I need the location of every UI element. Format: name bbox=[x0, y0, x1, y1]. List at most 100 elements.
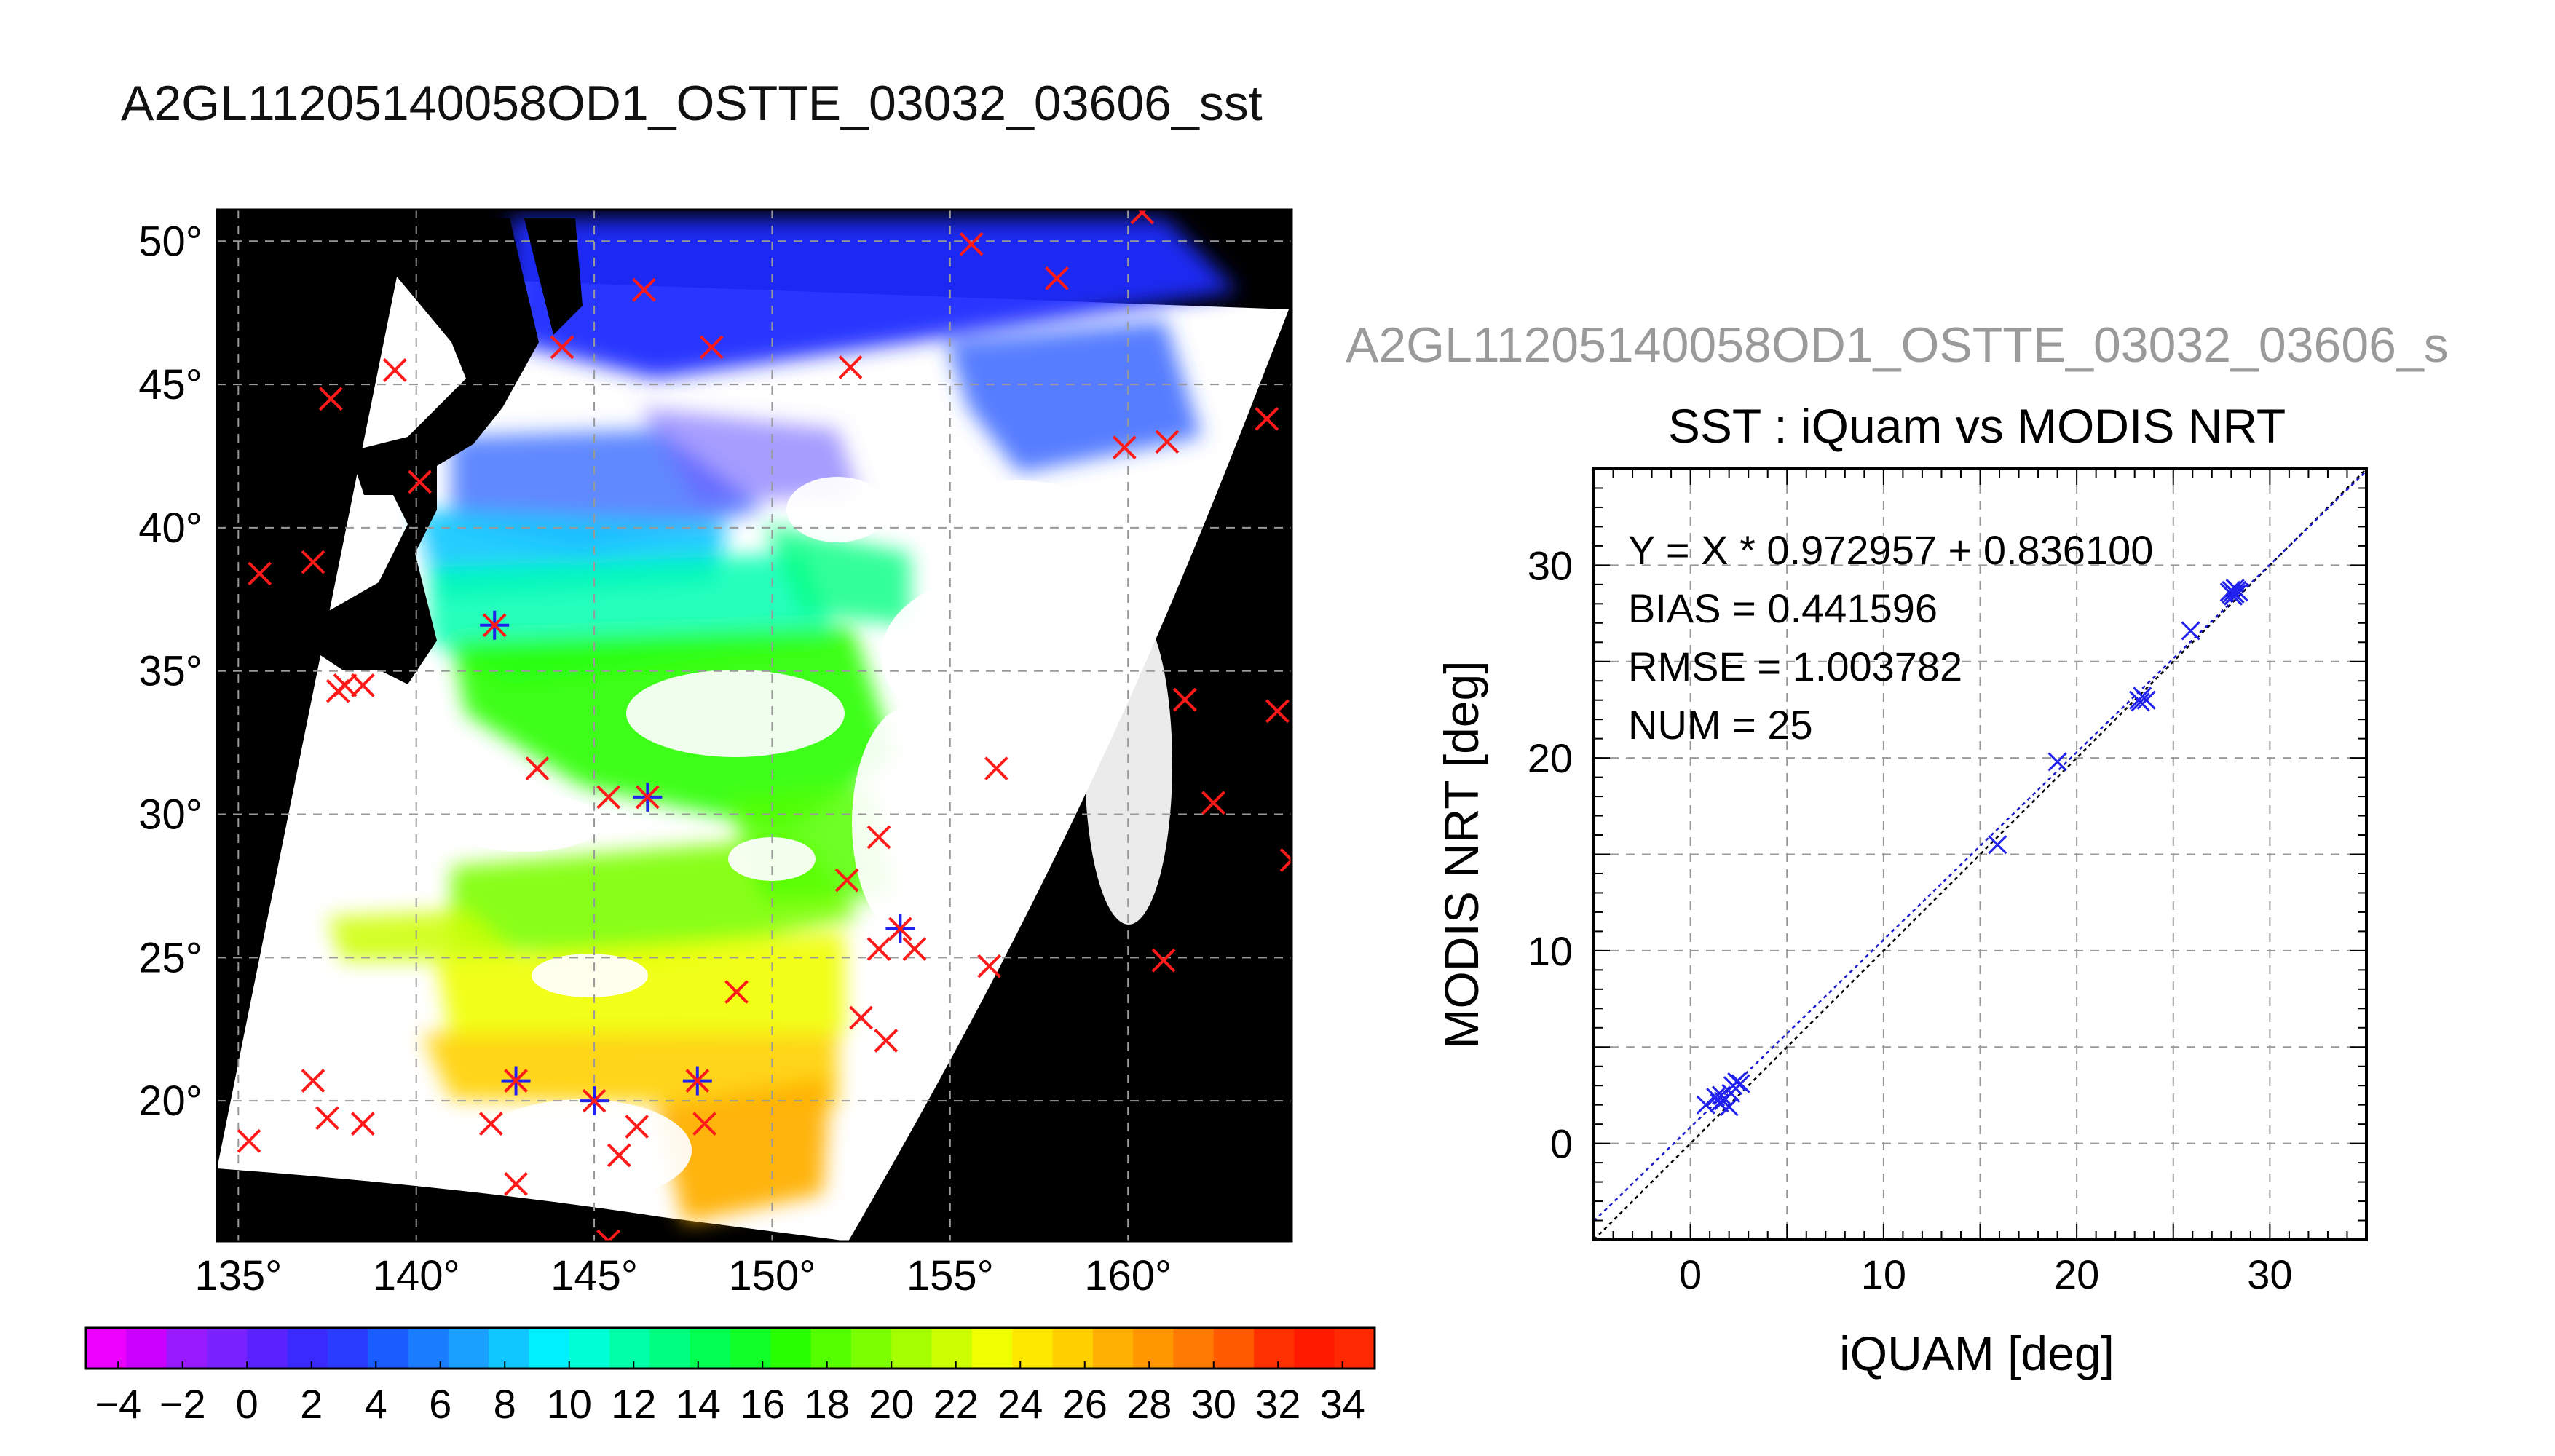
sst-colorbar: −4 −2 0 2 4 6 8 10 12 14 16 18 20 22 24 26 28 30 32 34 bbox=[84, 1326, 1376, 1427]
scatter-y-tick-label: 10 bbox=[1528, 928, 1573, 974]
map-marker-red bbox=[478, 1112, 503, 1136]
colorbar-swatch bbox=[770, 1328, 812, 1369]
map-marker-red bbox=[984, 756, 1008, 780]
map-marker-blue bbox=[885, 914, 915, 943]
colorbar-tick-label: 8 bbox=[494, 1381, 516, 1427]
scatter-point bbox=[2131, 692, 2150, 712]
colorbar-swatch bbox=[730, 1328, 771, 1369]
scatter-point bbox=[1988, 835, 2007, 855]
scatter-y-tick-label: 20 bbox=[1528, 735, 1573, 781]
secondary-title: A2GL11205140058OD1_OSTTE_03032_03606_s bbox=[1346, 317, 2449, 373]
scatter-point bbox=[2225, 585, 2245, 604]
scatter-point bbox=[1727, 1072, 1747, 1091]
map-markers bbox=[237, 210, 1292, 1241]
map-marker-red bbox=[525, 756, 550, 780]
colorbar-swatch bbox=[489, 1328, 530, 1369]
colorbar-tick-label: 0 bbox=[236, 1381, 258, 1427]
colorbar-swatch bbox=[1173, 1328, 1215, 1369]
map-marker-red bbox=[504, 1171, 528, 1196]
colorbar-swatch bbox=[1052, 1328, 1094, 1369]
colorbar-tick-label: −2 bbox=[159, 1381, 206, 1427]
rmse-stat: RMSE = 1.003782 bbox=[1628, 644, 1962, 689]
scatter-plot-panel: SST : iQuam vs MODIS NRT 0 10 20 30 0 10 20 30… bbox=[1434, 399, 2368, 1380]
scatter-point bbox=[2136, 690, 2156, 710]
colorbar-tick-label: 4 bbox=[365, 1381, 387, 1427]
map-swath bbox=[217, 210, 1289, 1241]
map-marker-red bbox=[248, 561, 272, 586]
map-marker-red bbox=[977, 954, 1001, 978]
map-y-tick-label: 30° bbox=[138, 791, 202, 839]
scatter-frame bbox=[1592, 467, 2368, 1241]
colorbar-tick-label: 24 bbox=[998, 1381, 1043, 1427]
colorbar-tick-label: 12 bbox=[611, 1381, 656, 1427]
scatter-x-tick-label: 30 bbox=[2247, 1251, 2292, 1297]
map-grid bbox=[217, 210, 1292, 1241]
land-mass bbox=[320, 218, 539, 684]
scatter-y-tick-labels: 0 10 20 30 bbox=[1528, 542, 1573, 1166]
map-marker-red bbox=[325, 678, 350, 703]
scatter-y-tick-label: 30 bbox=[1528, 542, 1573, 588]
colorbar-tick-label: 14 bbox=[676, 1381, 721, 1427]
map-marker-red bbox=[1151, 948, 1176, 973]
colorbar-tick-label: 20 bbox=[869, 1381, 914, 1427]
map-marker-red bbox=[350, 1112, 375, 1136]
map-marker-red bbox=[301, 550, 325, 574]
map-marker-red bbox=[874, 1029, 899, 1053]
colorbar-swatch bbox=[368, 1328, 409, 1369]
colorbar-tick-label: 2 bbox=[300, 1381, 323, 1427]
scatter-point bbox=[1710, 1093, 1729, 1113]
figure-title: A2GL11205140058OD1_OSTTE_03032_03606_sst bbox=[121, 76, 1263, 131]
map-marker-red bbox=[1045, 266, 1069, 290]
colorbar-swatch bbox=[850, 1328, 892, 1369]
colorbar-tick-label: 34 bbox=[1320, 1381, 1365, 1427]
map-y-tick-label: 25° bbox=[138, 934, 202, 981]
map-marker-red bbox=[849, 1005, 874, 1030]
map-marker-blue bbox=[480, 610, 510, 640]
map-x-tick-label: 150° bbox=[728, 1252, 816, 1299]
map-marker-red bbox=[550, 335, 574, 360]
map-y-tick-label: 35° bbox=[138, 648, 202, 695]
map-x-tick-labels: 135° 140° 145° 150° 155° 160° bbox=[194, 1252, 1172, 1299]
colorbar-tick-label: 30 bbox=[1191, 1381, 1236, 1427]
scatter-x-tick-labels: 0 10 20 30 bbox=[1679, 1251, 2292, 1297]
colorbar-swatch bbox=[247, 1328, 288, 1369]
colorbar-swatch bbox=[529, 1328, 570, 1369]
map-marker-red bbox=[1130, 210, 1155, 225]
regression-equation: Y = X * 0.972957 + 0.836100 bbox=[1628, 527, 2153, 573]
colorbar-swatch bbox=[1334, 1328, 1375, 1369]
colorbar-swatch bbox=[1254, 1328, 1295, 1369]
bias-stat: BIAS = 0.441596 bbox=[1628, 585, 1938, 631]
colorbar-swatch bbox=[891, 1328, 933, 1369]
map-y-tick-label: 50° bbox=[138, 218, 202, 265]
map-marker-red bbox=[1201, 791, 1225, 815]
map-marker-blue bbox=[682, 1066, 712, 1096]
scatter-point bbox=[2227, 580, 2247, 600]
colorbar-swatch bbox=[1012, 1328, 1054, 1369]
map-y-tick-labels: 20° 25° 30° 35° 40° 45° 50° bbox=[138, 218, 202, 1125]
map-marker-red bbox=[1255, 406, 1279, 431]
map-y-tick-label: 45° bbox=[138, 361, 202, 408]
map-x-tick-label: 155° bbox=[907, 1252, 994, 1299]
colorbar-swatch bbox=[1133, 1328, 1174, 1369]
colorbar-swatch bbox=[1213, 1328, 1255, 1369]
map-marker-red bbox=[632, 277, 656, 302]
map-marker-red bbox=[866, 825, 891, 850]
colorbar-swatch bbox=[569, 1328, 610, 1369]
map-x-tick-label: 145° bbox=[550, 1252, 638, 1299]
map-marker-red bbox=[959, 232, 984, 256]
map-marker-red bbox=[596, 1229, 621, 1241]
colorbar-swatch bbox=[126, 1328, 167, 1369]
scatter-point bbox=[2181, 621, 2200, 641]
map-marker-red bbox=[408, 470, 432, 494]
colorbar-tick-label: 26 bbox=[1062, 1381, 1107, 1427]
colorbar-swatch bbox=[327, 1328, 368, 1369]
map-marker-red bbox=[596, 785, 621, 810]
map-marker-red bbox=[607, 1143, 631, 1168]
map-x-tick-label: 160° bbox=[1084, 1252, 1172, 1299]
map-y-tick-label: 20° bbox=[138, 1077, 202, 1125]
map-marker-red bbox=[866, 937, 891, 961]
colorbar-swatch bbox=[86, 1328, 127, 1369]
colorbar-tick-label: 28 bbox=[1126, 1381, 1172, 1427]
scatter-x-axis-label: iQUAM [deg] bbox=[1839, 1326, 2114, 1380]
